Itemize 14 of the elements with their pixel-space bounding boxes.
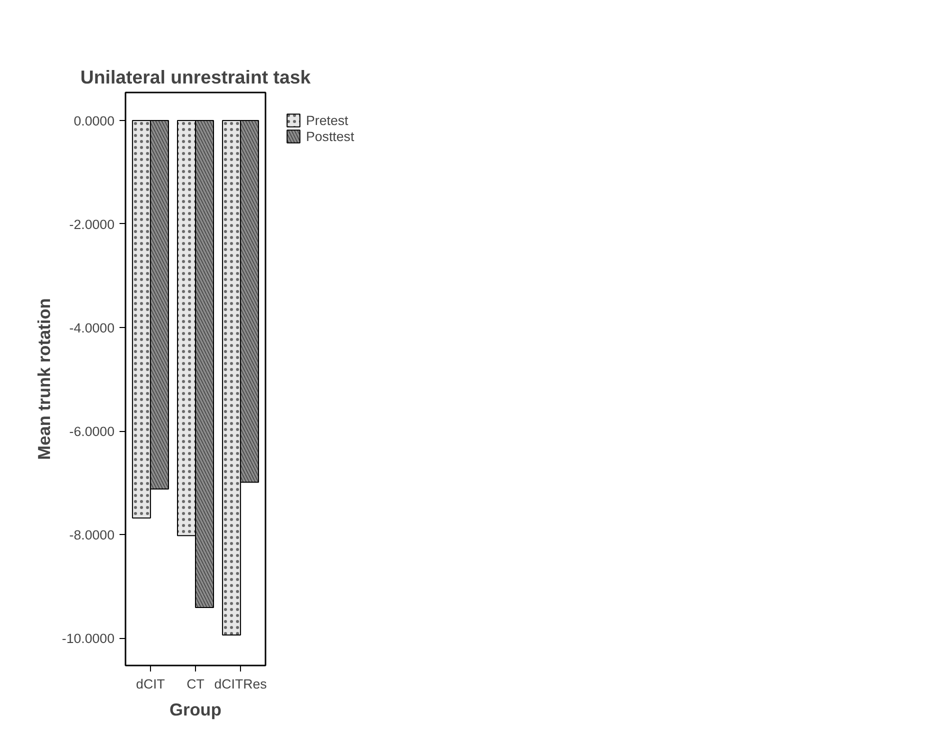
- y-tick-label: -4.0000: [69, 320, 115, 336]
- y-tick-label: -2.0000: [69, 216, 115, 232]
- x-tick-label: dCIT: [136, 676, 165, 692]
- x-axis-title: Group: [170, 700, 222, 720]
- chart-title: Unilateral unrestraint task: [80, 66, 312, 88]
- y-tick-label: -6.0000: [69, 424, 115, 440]
- legend-label: Posttest: [306, 128, 356, 144]
- y-tick-label: 0.0000: [74, 113, 114, 128]
- x-tick-label: dCITRes: [214, 676, 268, 692]
- y-tick-label: -8.0000: [69, 528, 115, 543]
- legend-label: Pretest: [306, 112, 350, 128]
- y-tick-label: -10.0000: [62, 631, 115, 646]
- x-tick-label: CT: [186, 676, 204, 692]
- y-axis-title: Mean trunk rotation: [34, 298, 54, 460]
